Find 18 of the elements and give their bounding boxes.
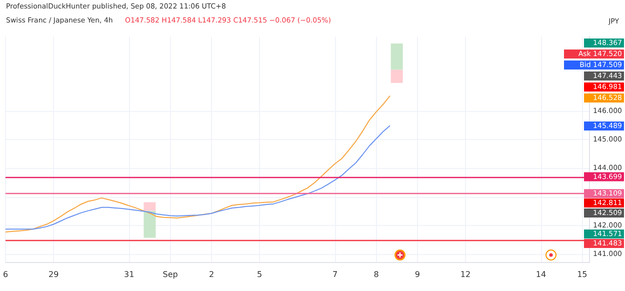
bar [390, 43, 403, 70]
x-tick-label: 31 [124, 270, 134, 280]
line-series [5, 125, 390, 230]
x-tick-label: 15 [577, 270, 588, 280]
x-tick-label: 5 [256, 270, 262, 280]
bar [144, 202, 156, 211]
bar [390, 70, 403, 83]
x-tick-label: 29 [48, 270, 59, 280]
x-tick-label: 2 [208, 270, 214, 280]
x-tick-label: 12 [460, 270, 471, 280]
x-tick-label: 14 [536, 270, 546, 280]
bar [144, 210, 156, 238]
x-tick-label: Sep [162, 270, 178, 280]
x-tick-label: 7 [332, 270, 338, 280]
x-tick-label: 9 [414, 270, 420, 280]
x-tick-label: 8 [374, 270, 379, 280]
line-series [5, 95, 390, 232]
x-tick-label: 6 [3, 270, 8, 280]
